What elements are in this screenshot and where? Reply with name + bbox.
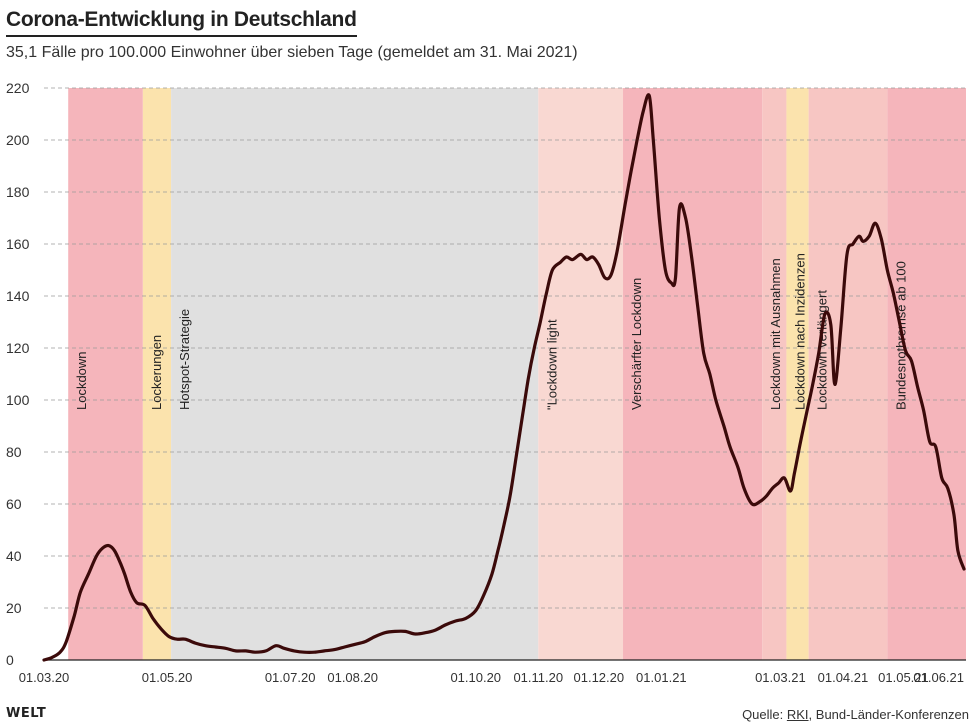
y-tick-label: 20 (6, 600, 22, 616)
x-tick-label: 01.04.21 (818, 670, 869, 685)
phase-band (538, 88, 624, 660)
x-tick-label: 01.01.21 (636, 670, 687, 685)
x-tick-label: 01.06.21 (913, 670, 964, 685)
y-tick-label: 160 (6, 236, 30, 252)
phase-bands (68, 88, 966, 660)
x-tick-label: 01.05.21 (878, 670, 929, 685)
phase-labels: Lockdown Lockerungen Hotspot-Strategie "Loc… (74, 253, 908, 410)
y-tick-label: 100 (6, 392, 30, 408)
grid-lines (44, 87, 966, 661)
phase-label: Verschärfter Lockdown (629, 278, 644, 410)
phase-band (68, 88, 143, 660)
phase-label: Lockerungen (149, 335, 164, 410)
x-tick-label: 01.12.20 (574, 670, 625, 685)
phase-label: "Lockdown light (544, 319, 559, 410)
phase-band (171, 88, 539, 660)
y-tick-label: 0 (6, 652, 14, 668)
y-tick-label: 60 (6, 496, 22, 512)
x-tick-label: 01.07.20 (265, 670, 316, 685)
x-axis-ticks: 01.03.20 01.05.20 01.07.20 01.08.20 01.10.20… (19, 670, 964, 685)
phase-band (142, 88, 172, 660)
y-tick-label: 220 (6, 80, 30, 96)
phase-band (623, 88, 763, 660)
chart-subtitle: 35,1 Fälle pro 100.000 Einwohner über si… (6, 44, 578, 61)
source-prefix: Quelle: (742, 707, 787, 722)
phase-label: Lockdown mit Ausnahmen (768, 258, 783, 410)
phase-band (762, 88, 787, 660)
x-tick-label: 01.03.21 (755, 670, 806, 685)
phase-label: Lockdown nach Inzidenzen (792, 253, 807, 410)
source-note: Quelle: RKI, Bund-Länder-Konferenzen (742, 707, 969, 722)
series-group (42, 93, 966, 662)
x-tick-label: 01.03.20 (19, 670, 70, 685)
y-tick-label: 40 (6, 548, 22, 564)
y-tick-label: 180 (6, 184, 30, 200)
chart-title: Corona-Entwicklung in Deutschland (6, 8, 357, 37)
series-line (42, 93, 966, 662)
x-tick-label: 01.05.20 (142, 670, 193, 685)
phase-label: Hotspot-Strategie (177, 309, 192, 410)
welt-logo: WELT (6, 706, 47, 721)
y-tick-label: 120 (6, 340, 30, 356)
y-tick-label: 200 (6, 132, 30, 148)
phase-band (887, 88, 966, 660)
y-tick-label: 140 (6, 288, 30, 304)
y-axis-ticks: 0 20 40 60 80 100 120 140 160 180 200 220 (6, 80, 30, 668)
x-tick-label: 01.08.20 (327, 670, 378, 685)
phase-band (808, 88, 888, 660)
y-tick-label: 80 (6, 444, 22, 460)
source-link-rki[interactable]: RKI (786, 707, 809, 722)
x-tick-label: 01.11.20 (513, 670, 563, 685)
source-suffix: , Bund-Länder-Konferenzen (808, 707, 969, 722)
x-tick-label: 01.10.20 (450, 670, 501, 685)
phase-label: Lockdown (74, 351, 89, 410)
phase-label: Lockdown verlängert (815, 290, 830, 410)
phase-band (786, 88, 809, 660)
